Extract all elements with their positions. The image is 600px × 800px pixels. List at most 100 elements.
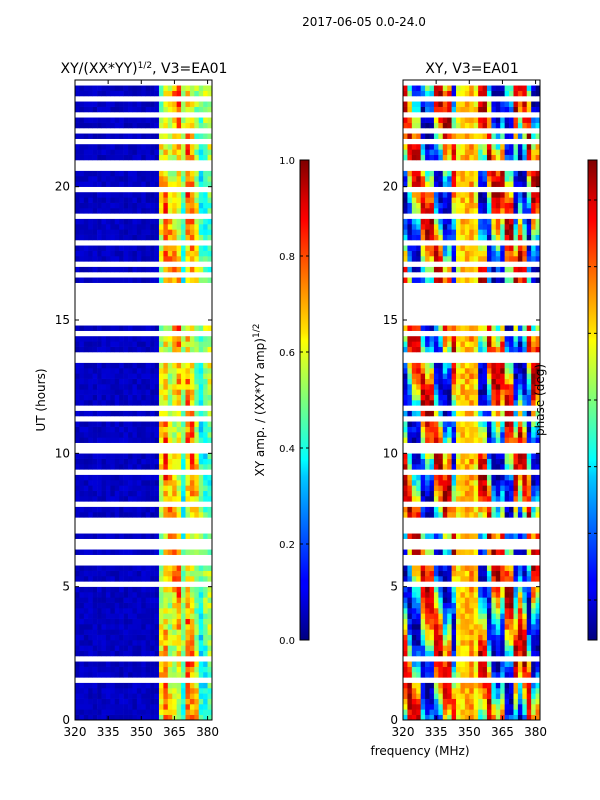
heatmap-cell [473, 496, 479, 502]
heatmap-cell [176, 224, 182, 230]
heatmap-cell [154, 650, 160, 657]
heatmap-cell [451, 373, 457, 379]
heatmap-cell [460, 698, 466, 705]
heatmap-cell [172, 570, 177, 577]
heatmap-cell [478, 373, 483, 379]
heatmap-cell [500, 474, 505, 481]
heatmap-cell [114, 176, 120, 182]
heatmap-cell [79, 224, 85, 230]
heatmap-cell [460, 512, 466, 518]
heatmap-cell [517, 378, 523, 385]
heatmap-cell [88, 394, 93, 401]
heatmap-cell [473, 149, 479, 155]
heatmap-cell [88, 640, 93, 646]
heatmap-cell [172, 202, 177, 209]
heatmap-cell [451, 384, 457, 390]
heatmap-cell [500, 464, 505, 470]
heatmap-cell [407, 613, 413, 619]
heatmap-cell [132, 682, 138, 689]
heatmap-cell [531, 410, 536, 417]
heatmap-cell [433, 645, 439, 651]
heatmap-cell [145, 634, 151, 641]
heatmap-cell [79, 629, 85, 635]
heatmap-cell [460, 608, 466, 614]
heatmap-cell [425, 245, 430, 251]
heatmap-cell [194, 101, 200, 107]
heatmap-cell [154, 90, 160, 97]
heatmap-cell [123, 640, 129, 646]
heatmap-cell [176, 192, 182, 198]
heatmap-cell [456, 682, 461, 689]
heatmap-cell [526, 602, 532, 609]
heatmap-cell [150, 490, 155, 497]
heatmap-cell [92, 613, 98, 619]
heatmap-cell [189, 608, 195, 614]
heatmap-cell [482, 373, 488, 379]
heatmap-cell [97, 117, 102, 123]
heatmap-cell [145, 474, 151, 481]
heatmap-cell [535, 661, 541, 667]
heatmap-cell [203, 474, 208, 481]
heatmap-cell [478, 277, 483, 283]
heatmap-cell [491, 661, 497, 667]
heatmap-cell [181, 698, 186, 705]
heatmap-cell [154, 250, 160, 257]
heatmap-cell [123, 218, 129, 225]
heatmap-cell [176, 576, 182, 582]
heatmap-cell [110, 437, 116, 443]
heatmap-cell [451, 378, 457, 385]
heatmap-cell [469, 496, 475, 502]
heatmap-cell [535, 362, 541, 369]
heatmap-cell [75, 378, 80, 385]
heatmap-cell [464, 496, 470, 502]
heatmap-cell [185, 602, 191, 609]
heatmap-cell [456, 453, 461, 459]
heatmap-cell [123, 117, 129, 123]
heatmap-cell [163, 640, 169, 646]
colorbar-tick-label: 0.6 [279, 348, 295, 359]
heatmap-cell [451, 704, 457, 710]
heatmap-cell [473, 378, 479, 385]
heatmap-cell [189, 666, 195, 673]
heatmap-cell [517, 208, 523, 214]
heatmap-cell [411, 325, 417, 331]
heatmap-cell [75, 698, 80, 705]
heatmap-cell [442, 341, 448, 347]
heatmap-cell [420, 634, 426, 641]
heatmap-cell [185, 85, 191, 91]
heatmap-cell [469, 426, 475, 433]
heatmap-cell [79, 602, 85, 609]
heatmap-cell [194, 629, 200, 635]
heatmap-cell [185, 688, 191, 694]
heatmap-cell [513, 597, 519, 603]
heatmap-cell [509, 512, 514, 518]
heatmap-cell [442, 368, 448, 374]
heatmap-cell [75, 586, 80, 593]
heatmap-cell [198, 618, 204, 625]
heatmap-cell [447, 368, 452, 374]
heatmap-cell [486, 245, 492, 251]
heatmap-cell [522, 426, 528, 433]
heatmap-cell [433, 400, 439, 406]
heatmap-cell [114, 682, 120, 689]
heatmap-cell [154, 341, 160, 347]
heatmap-cell [158, 474, 164, 481]
heatmap-cell [473, 533, 479, 539]
heatmap-cell [110, 325, 116, 331]
heatmap-cell [504, 693, 510, 699]
heatmap-cell [150, 624, 155, 630]
heatmap-cell [150, 549, 155, 555]
heatmap-cell [79, 394, 85, 401]
heatmap-cell [451, 597, 457, 603]
heatmap-cell [429, 629, 435, 635]
heatmap-cell [158, 384, 164, 390]
heatmap-cell [158, 613, 164, 619]
heatmap-cell [504, 368, 510, 374]
heatmap-cell [141, 336, 147, 342]
heatmap-cell [141, 192, 147, 198]
heatmap-cell [433, 208, 439, 214]
heatmap-cell [136, 389, 142, 395]
heatmap-cell [172, 624, 177, 630]
heatmap-cell [194, 122, 200, 129]
heatmap-cell [473, 682, 479, 689]
